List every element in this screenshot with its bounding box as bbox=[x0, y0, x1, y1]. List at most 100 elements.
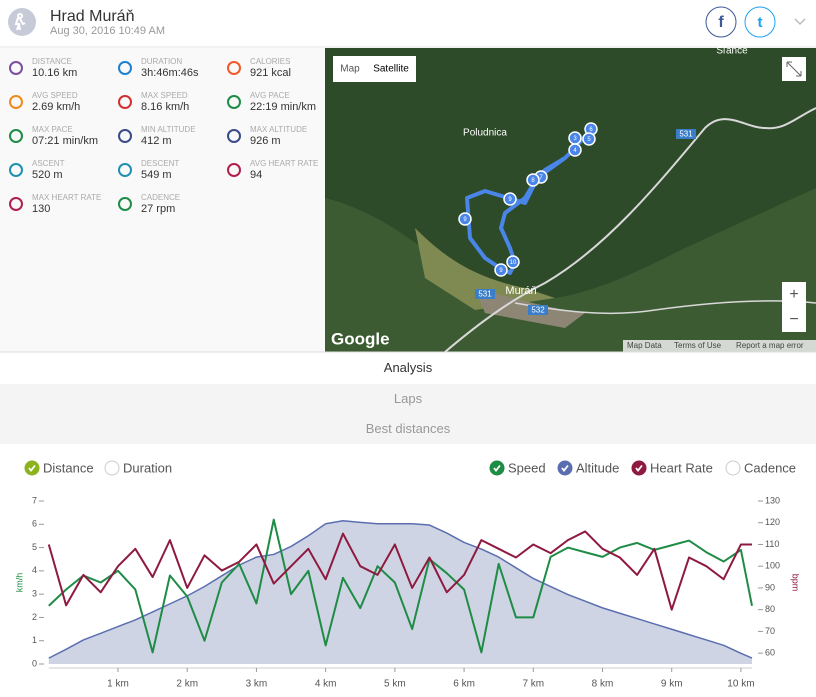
terrain bbox=[325, 188, 816, 352]
route-marker[interactable] bbox=[458, 212, 472, 226]
date: Aug 30, 2016 10:49 AM bbox=[50, 25, 165, 37]
y2-axis-label: bpm bbox=[791, 574, 801, 592]
route-marker[interactable] bbox=[582, 132, 596, 146]
stat-icon bbox=[118, 163, 132, 177]
facebook-button[interactable] bbox=[705, 6, 737, 38]
x-tick-label: 4 km bbox=[315, 679, 337, 690]
stat-label: ASCENT bbox=[32, 159, 65, 168]
route-marker-label: 7 bbox=[539, 175, 543, 181]
y-tick-label: 5 bbox=[32, 542, 37, 552]
route-marker[interactable] bbox=[568, 143, 582, 157]
x-tick-label: 2 km bbox=[176, 679, 198, 690]
x-tick-label: 8 km bbox=[592, 679, 614, 690]
series-line bbox=[48, 518, 753, 654]
zoom-control bbox=[782, 282, 806, 332]
header-bg bbox=[0, 0, 816, 47]
y-tick-label: 6 bbox=[32, 519, 37, 529]
x-tick-label: 9 km bbox=[661, 679, 683, 690]
y-axis-label: km/h bbox=[14, 573, 24, 593]
twitter-button[interactable] bbox=[744, 6, 776, 38]
stat-label: DESCENT bbox=[141, 159, 179, 168]
place-label: Poludnica bbox=[463, 128, 507, 139]
zoom-out[interactable]: − bbox=[789, 311, 798, 328]
map-footer-link[interactable]: Report a map error bbox=[736, 341, 804, 350]
place-label: Sľance bbox=[716, 46, 748, 57]
stat-icon bbox=[118, 197, 132, 211]
x-tick-label: 3 km bbox=[246, 679, 268, 690]
y-tick-label: 7 bbox=[32, 495, 37, 505]
stat-value: 27 rpm bbox=[141, 203, 175, 215]
chart: Distance Duration Speed Altitude Heart Rate C… bbox=[14, 460, 801, 690]
stat-icon bbox=[118, 95, 132, 109]
route-marker-label: 9 bbox=[499, 268, 503, 274]
y2-tick-label: 130 bbox=[765, 495, 780, 505]
stat-value: 8.16 km/h bbox=[141, 101, 189, 113]
map-footer bbox=[623, 340, 816, 352]
x-tick-label: 5 km bbox=[384, 679, 406, 690]
expand-chevron[interactable] bbox=[794, 18, 806, 26]
satellite-button[interactable]: Satellite bbox=[373, 64, 409, 75]
y-tick-label: 4 bbox=[32, 565, 37, 575]
tab-best-distances[interactable]: Best distances bbox=[0, 414, 816, 444]
stat-icon bbox=[118, 129, 132, 143]
route-marker[interactable] bbox=[494, 263, 508, 277]
route-marker-label: 3 bbox=[573, 136, 577, 142]
x-tick-label: 7 km bbox=[522, 679, 544, 690]
toggle-check[interactable] bbox=[725, 460, 741, 476]
stat-icon bbox=[9, 163, 23, 177]
stat-value: 549 m bbox=[141, 169, 172, 181]
road-number: 532 bbox=[531, 306, 545, 315]
route-marker[interactable] bbox=[526, 173, 540, 187]
y-tick-label: 3 bbox=[32, 589, 37, 599]
route-marker[interactable] bbox=[503, 192, 517, 206]
stat-label: MAX HEART RATE bbox=[32, 193, 101, 202]
toggle-label[interactable]: Speed bbox=[508, 460, 546, 475]
route-marker-label: 6 bbox=[589, 127, 593, 133]
toggle-label[interactable]: Duration bbox=[123, 460, 172, 475]
stat-value: 926 m bbox=[250, 135, 281, 147]
map-footer-link[interactable]: Map Data bbox=[627, 341, 662, 350]
stat-icon bbox=[118, 61, 132, 75]
check-mark bbox=[561, 464, 569, 472]
map-button[interactable]: Map bbox=[340, 64, 360, 75]
facebook-icon: f bbox=[718, 14, 724, 31]
stat-icon bbox=[9, 61, 23, 75]
toggle-label[interactable]: Distance bbox=[43, 460, 94, 475]
toggle-check[interactable] bbox=[104, 460, 120, 476]
toggle-label[interactable]: Altitude bbox=[576, 460, 619, 475]
toggle-label[interactable]: Heart Rate bbox=[650, 460, 713, 475]
stats-panel bbox=[0, 48, 325, 352]
stat-icon bbox=[227, 129, 241, 143]
road bbox=[514, 300, 816, 315]
zoom-in[interactable]: + bbox=[789, 286, 798, 303]
road bbox=[444, 107, 816, 353]
stat-label: AVG HEART RATE bbox=[250, 159, 318, 168]
check-mark bbox=[635, 464, 643, 472]
stat-icon bbox=[9, 197, 23, 211]
road-number: 531 bbox=[478, 290, 492, 299]
y2-tick-label: 110 bbox=[765, 539, 779, 549]
map-footer-link[interactable]: Terms of Use bbox=[674, 341, 722, 350]
route-marker-label: 4 bbox=[573, 148, 577, 154]
y2-tick-label: 100 bbox=[765, 561, 780, 571]
stat-value: 921 kcal bbox=[250, 67, 291, 79]
y2-tick-label: 120 bbox=[765, 517, 780, 527]
stat-label: MIN ALTITUDE bbox=[141, 125, 196, 134]
check-mark bbox=[28, 464, 36, 472]
toggle-label[interactable]: Cadence bbox=[744, 460, 796, 475]
tab-laps[interactable]: Laps bbox=[0, 384, 816, 414]
altitude-area bbox=[48, 520, 753, 664]
x-tick-label: 10 km bbox=[727, 679, 754, 690]
route-marker-label: 9 bbox=[463, 217, 467, 223]
route-marker-label: 5 bbox=[587, 137, 591, 143]
stat-label: CALORIES bbox=[250, 57, 290, 66]
map-type-control bbox=[333, 56, 416, 82]
stat-value: 3h:46m:46s bbox=[141, 67, 199, 79]
route-marker[interactable] bbox=[506, 255, 520, 269]
route-marker-label: 10 bbox=[510, 260, 517, 266]
tab-analysis[interactable]: Analysis bbox=[0, 353, 816, 383]
route-marker-label: 8 bbox=[531, 178, 535, 184]
stat-icon bbox=[227, 61, 241, 75]
